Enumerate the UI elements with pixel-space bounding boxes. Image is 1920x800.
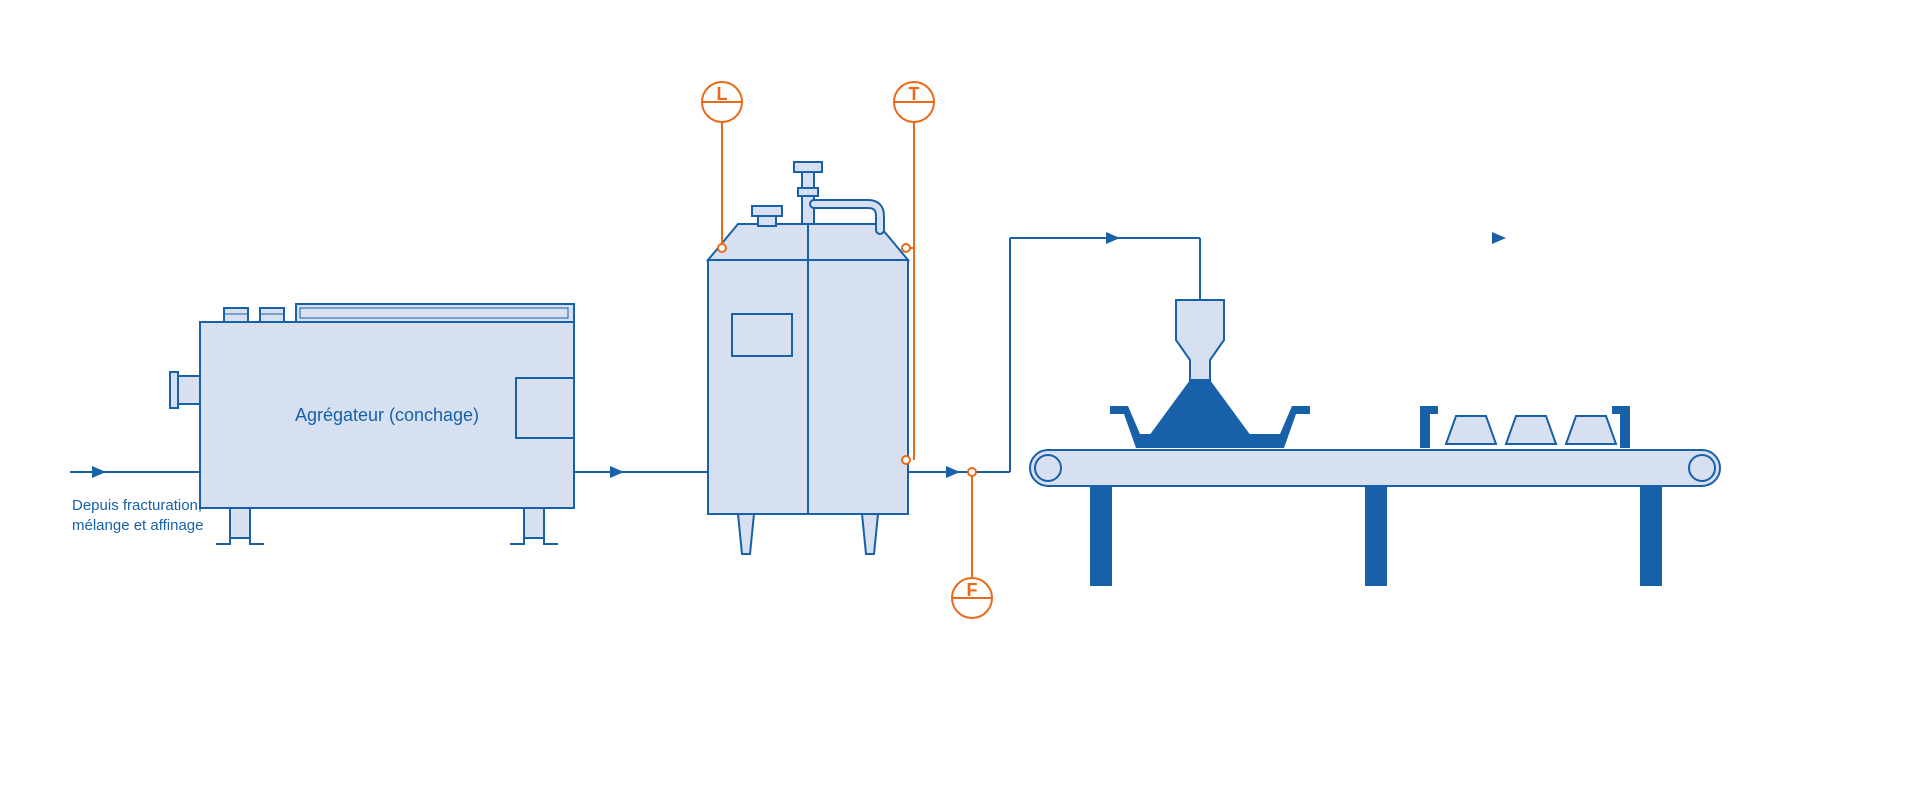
sensor-letter: T: [909, 84, 920, 104]
input-source-label: Depuis fracturation,: [72, 497, 202, 514]
flow-arrow-icon: [1106, 232, 1120, 244]
sensor-probe-icon: [968, 468, 976, 476]
sensor-letter: F: [967, 580, 978, 600]
flow-arrow-icon: [946, 466, 960, 478]
input-source-label-2: mélange et affinage: [72, 517, 204, 534]
sensor-probe-icon: [902, 456, 910, 464]
sensor-probe-icon: [718, 244, 726, 252]
conveyor: [1030, 300, 1720, 586]
flow-arrow-icon: [92, 466, 106, 478]
aggregator-label: Agrégateur (conchage): [295, 405, 479, 425]
chocolate-bar-icon: [1506, 416, 1556, 444]
sensor-F: F: [952, 468, 992, 618]
pour-stream-icon: [1146, 380, 1254, 440]
storage-tank: [708, 162, 908, 554]
sensor-letter: L: [717, 84, 728, 104]
hopper-icon: [1176, 300, 1224, 380]
chocolate-bar-icon: [1446, 416, 1496, 444]
chocolate-bar-icon: [1566, 416, 1616, 444]
flow-arrow-icon: [610, 466, 624, 478]
flow-arrow-icon: [1492, 232, 1506, 244]
aggregator-machine: Agrégateur (conchage): [170, 304, 574, 544]
